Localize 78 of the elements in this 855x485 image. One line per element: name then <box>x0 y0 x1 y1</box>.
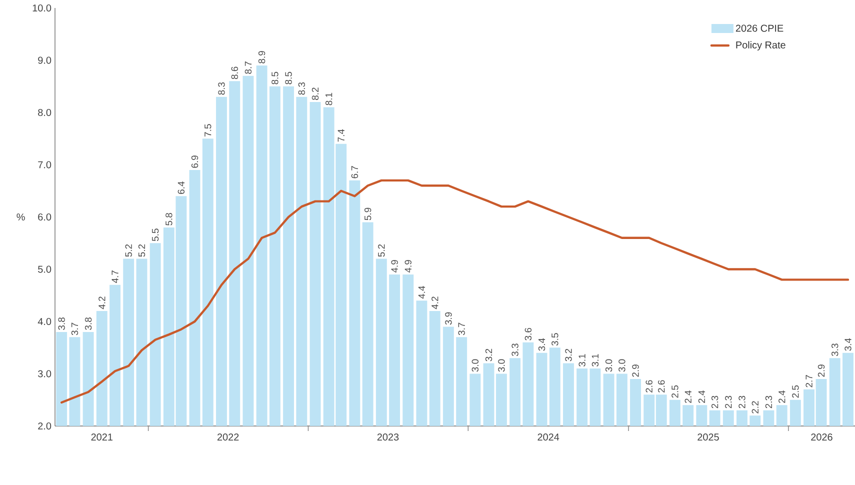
data-label: 4.2 <box>98 296 106 310</box>
x-tick-label: 2024 <box>538 434 560 441</box>
data-label: 7.5 <box>204 124 212 136</box>
y-tick-label: 5.0 <box>38 266 52 273</box>
x-tick-label: 2025 <box>698 434 719 441</box>
data-label: 8.7 <box>244 62 252 74</box>
data-label: 3.0 <box>605 359 612 372</box>
data-label: 3.9 <box>445 312 452 325</box>
data-label: 2.3 <box>711 396 718 408</box>
data-label: 8.2 <box>312 88 319 100</box>
data-label: 2.4 <box>698 390 705 403</box>
data-label: 3.4 <box>538 338 546 351</box>
data-label: 3.7 <box>71 322 78 336</box>
legend-label: 2026 CPIE <box>736 24 784 32</box>
data-label: 5.9 <box>364 208 372 220</box>
data-label: 8.3 <box>298 82 306 95</box>
y-tick-label: 2.0 <box>38 422 52 430</box>
x-tick-label: 2026 <box>811 434 832 441</box>
data-label: 6.4 <box>178 182 185 194</box>
legend-label: Policy Rate <box>736 41 786 50</box>
data-label: 2.2 <box>752 401 758 414</box>
data-label: 7.4 <box>338 129 344 142</box>
data-label: 3.1 <box>592 354 599 366</box>
data-label: 3.4 <box>844 338 852 351</box>
data-label: 3.6 <box>524 328 532 340</box>
data-label: 6.9 <box>191 156 198 168</box>
data-label: 5.2 <box>138 244 146 257</box>
data-label: 3.2 <box>485 348 492 362</box>
data-label: 5.8 <box>166 213 172 226</box>
data-label: 6.7 <box>351 166 358 178</box>
data-label: 3.7 <box>458 322 465 336</box>
data-label: 3.0 <box>618 359 626 372</box>
data-label: 3.1 <box>578 354 586 366</box>
data-label: 3.2 <box>565 348 572 362</box>
y-tick-label: 4.0 <box>38 318 52 326</box>
data-label: 3.8 <box>84 318 92 330</box>
y-tick-label: 9.0 <box>38 56 52 64</box>
data-label: 5.2 <box>125 244 132 257</box>
data-label: 2.7 <box>806 375 812 388</box>
data-label: 5.2 <box>378 244 385 257</box>
data-label: 2.3 <box>725 396 732 408</box>
data-label: 2.4 <box>778 390 786 403</box>
data-label: 4.9 <box>404 260 412 273</box>
data-label: 2.4 <box>684 390 692 403</box>
x-tick-label: 2021 <box>91 434 112 441</box>
data-label: 8.5 <box>272 72 278 84</box>
data-label: 5.5 <box>152 228 159 242</box>
data-label: 4.4 <box>418 286 425 299</box>
data-label: 8.3 <box>218 82 225 95</box>
y-tick-label: 7.0 <box>38 161 52 168</box>
data-label: 2.5 <box>672 385 678 398</box>
data-label: 3.8 <box>58 318 65 330</box>
data-label: 2.9 <box>632 364 639 377</box>
data-label: 8.9 <box>258 51 266 64</box>
data-label: 3.3 <box>512 344 518 356</box>
y-tick-label: 10.0 <box>32 4 52 12</box>
data-label: 2.5 <box>792 385 799 398</box>
data-label: 4.9 <box>391 260 398 273</box>
y-tick-label: 3.0 <box>38 370 52 378</box>
data-label: 2.3 <box>765 396 772 408</box>
data-label: 3.0 <box>498 359 505 372</box>
data-label: 8.6 <box>231 66 238 80</box>
data-label: 2.9 <box>818 364 825 377</box>
data-label: 4.2 <box>432 296 438 310</box>
data-label: 8.1 <box>325 92 332 106</box>
data-label: 3.5 <box>552 333 558 346</box>
data-label: 2.6 <box>658 380 665 392</box>
y-axis-title: % <box>16 214 25 220</box>
data-label: 4.7 <box>112 270 118 284</box>
x-tick-label: 2022 <box>217 434 239 441</box>
data-label: 3.3 <box>832 344 838 356</box>
y-tick-label: 6.0 <box>38 213 52 221</box>
data-label: 2.3 <box>738 396 746 408</box>
x-tick-label: 2023 <box>377 434 399 441</box>
data-label: 3.0 <box>472 359 479 372</box>
data-label: 2.6 <box>646 380 652 392</box>
y-tick-label: 8.0 <box>38 108 52 116</box>
data-label: 8.5 <box>285 72 292 84</box>
